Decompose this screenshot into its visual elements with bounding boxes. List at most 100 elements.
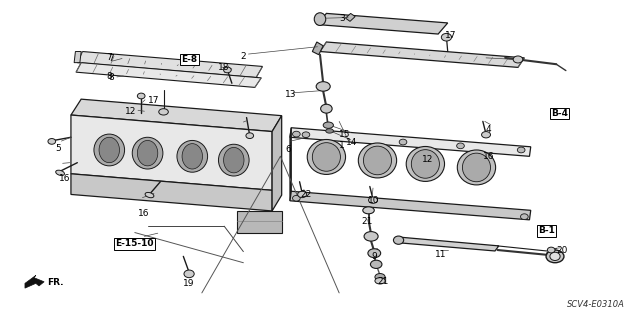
Ellipse shape [481,131,490,138]
Ellipse shape [292,196,300,201]
Polygon shape [398,237,499,251]
Ellipse shape [292,131,300,137]
Text: B-4: B-4 [551,109,568,118]
Ellipse shape [132,137,163,169]
Ellipse shape [363,207,374,214]
Polygon shape [290,128,531,156]
Text: 17: 17 [148,96,159,105]
Text: 7: 7 [108,54,114,63]
Ellipse shape [463,153,490,182]
Ellipse shape [406,146,445,182]
Text: 12: 12 [125,108,136,116]
Polygon shape [317,13,448,34]
Ellipse shape [48,138,56,144]
Text: 4: 4 [486,125,492,134]
Text: 8: 8 [108,73,114,82]
Ellipse shape [177,140,207,172]
Ellipse shape [223,147,244,173]
Text: 3: 3 [339,14,345,23]
Ellipse shape [375,273,385,280]
Ellipse shape [307,139,346,174]
Ellipse shape [547,247,555,253]
Ellipse shape [442,33,452,41]
Ellipse shape [517,147,525,153]
Ellipse shape [399,139,407,145]
Ellipse shape [457,143,465,149]
Ellipse shape [364,232,378,241]
Ellipse shape [484,157,492,162]
Ellipse shape [184,270,194,278]
Ellipse shape [312,143,340,171]
Polygon shape [320,42,524,67]
Ellipse shape [56,170,65,175]
Text: 10: 10 [368,196,380,205]
Polygon shape [71,115,272,190]
Text: 16: 16 [138,209,150,218]
Text: 16: 16 [483,152,494,161]
Ellipse shape [159,109,168,115]
Ellipse shape [298,191,307,197]
Ellipse shape [138,140,158,166]
Text: 11: 11 [435,250,447,259]
Polygon shape [290,128,291,201]
Text: 2: 2 [240,52,246,61]
Text: 7: 7 [106,53,112,62]
Text: 17: 17 [445,31,456,40]
Ellipse shape [369,197,378,203]
Ellipse shape [513,56,523,63]
Ellipse shape [520,214,528,219]
Ellipse shape [314,13,326,26]
Polygon shape [71,174,272,211]
Text: 18: 18 [218,63,229,72]
Polygon shape [74,51,81,63]
Text: 14: 14 [346,137,357,146]
Text: 15: 15 [339,130,351,138]
Ellipse shape [182,144,202,169]
Text: 1: 1 [339,141,345,150]
Text: FR.: FR. [47,278,63,287]
Ellipse shape [368,249,381,258]
Text: E-8: E-8 [181,55,197,64]
Ellipse shape [323,122,333,128]
Ellipse shape [375,278,385,284]
Ellipse shape [546,250,564,263]
Polygon shape [77,51,262,78]
Ellipse shape [364,146,392,175]
Text: SCV4-E0310A: SCV4-E0310A [568,300,625,309]
Ellipse shape [302,132,310,137]
Text: 19: 19 [182,279,194,288]
Text: E-15-10: E-15-10 [116,239,154,248]
Polygon shape [312,42,323,55]
Text: 22: 22 [301,190,312,199]
Polygon shape [237,211,282,233]
Text: B-1: B-1 [538,226,555,235]
Ellipse shape [316,82,330,91]
Ellipse shape [394,236,404,244]
Ellipse shape [145,192,154,198]
Polygon shape [290,191,531,220]
Ellipse shape [550,252,560,261]
Text: 8: 8 [106,72,112,81]
Ellipse shape [358,143,397,178]
Ellipse shape [99,137,120,163]
Text: 21: 21 [378,277,389,286]
Ellipse shape [321,104,332,113]
Text: 9: 9 [371,252,377,261]
Ellipse shape [223,67,231,73]
Text: 13: 13 [285,90,296,99]
Polygon shape [71,99,282,131]
Ellipse shape [458,150,495,185]
Polygon shape [346,13,355,21]
Polygon shape [76,63,261,87]
Polygon shape [25,275,44,288]
Text: 6: 6 [285,145,291,154]
Text: 5: 5 [55,144,61,153]
Ellipse shape [412,150,440,178]
Ellipse shape [138,93,145,99]
Text: 20: 20 [556,246,568,255]
Ellipse shape [94,134,125,166]
Text: 12: 12 [422,155,433,164]
Polygon shape [272,116,282,211]
Ellipse shape [246,133,253,138]
Ellipse shape [371,260,382,269]
